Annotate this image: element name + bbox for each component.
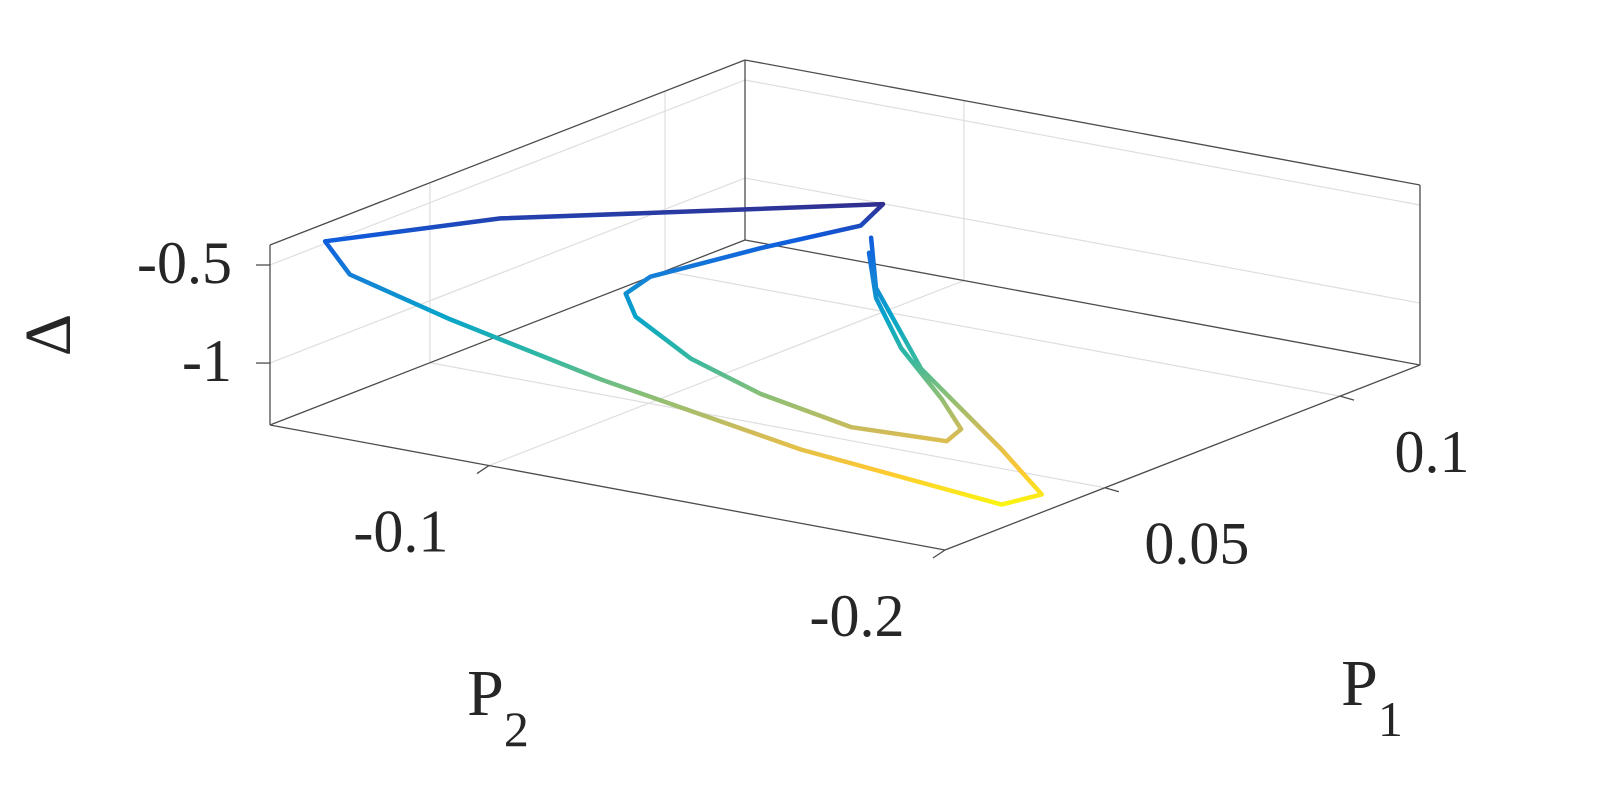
grid-line — [429, 362, 1106, 489]
axis-edge — [744, 239, 1421, 366]
x-tick-mark — [1104, 487, 1120, 493]
axis-edge — [744, 59, 1421, 186]
axis-edge — [269, 59, 746, 246]
grid-line — [269, 79, 746, 266]
grid-line — [744, 177, 1421, 304]
data-line — [322, 201, 1044, 507]
y-tick-mark — [476, 464, 490, 475]
x-tick-label: 0.1 — [1395, 419, 1470, 485]
grid-line — [488, 279, 965, 467]
x-axis-label: P1 — [1341, 647, 1403, 747]
y-tick-label: -0.1 — [353, 498, 448, 564]
y-axis-label-text: P — [467, 657, 504, 730]
grid-line — [664, 270, 1341, 397]
z-tick-label: -0.5 — [137, 230, 232, 296]
grid-line — [744, 79, 1421, 206]
grid-line — [269, 177, 746, 364]
z-axis-label: Δ — [12, 314, 85, 356]
x-tick-label: 0.05 — [1144, 510, 1249, 576]
axis-edge — [269, 239, 746, 426]
x-axis-label-subscript: 1 — [1378, 691, 1403, 747]
x-axis-label-text: P — [1341, 647, 1378, 720]
y-tick-label: -0.2 — [810, 583, 905, 649]
axis-edge — [269, 424, 946, 551]
y-axis-label-subscript: 2 — [504, 701, 529, 757]
z-tick-label: -1 — [182, 328, 232, 394]
y-axis-label: P2 — [467, 657, 529, 757]
x-tick-mark — [1339, 395, 1355, 401]
y-tick-mark — [932, 549, 946, 559]
axes-box — [256, 59, 1421, 559]
